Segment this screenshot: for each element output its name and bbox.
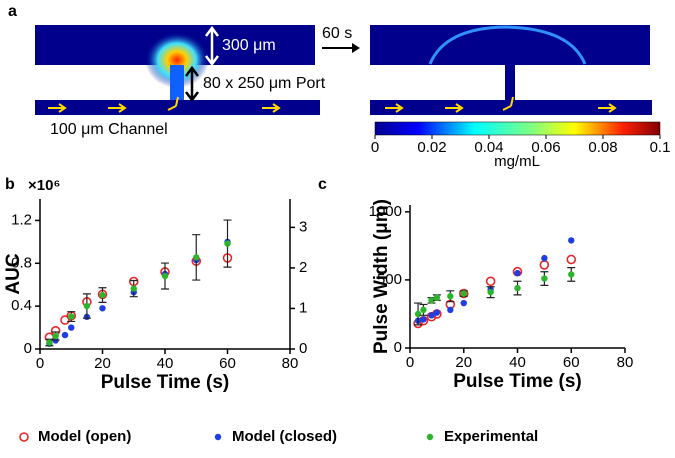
point	[568, 237, 575, 244]
y-tick-label: 1.2	[11, 211, 32, 228]
point	[420, 306, 427, 314]
point	[433, 294, 441, 301]
point	[193, 254, 200, 261]
point	[60, 315, 70, 325]
point	[99, 291, 106, 299]
x-tick-label: 60	[219, 355, 236, 372]
chamber	[370, 25, 650, 65]
point	[68, 313, 75, 320]
colorbar-tick-label: 0.1	[650, 139, 671, 156]
point	[541, 254, 548, 262]
x-axis-label: Pulse Time (s)	[453, 371, 581, 392]
channel-label: 100 μm Channel	[50, 121, 168, 138]
panel-label: c	[318, 176, 327, 193]
point	[99, 305, 106, 312]
colorbar-tick-label: 0.02	[417, 139, 446, 156]
diffusion-front	[428, 25, 587, 65]
time-arrow-head	[352, 43, 360, 53]
colorbar-tick-label: 0.08	[588, 139, 617, 156]
x-tick-label: 40	[509, 354, 526, 371]
point	[458, 288, 469, 299]
y2-tick-label: 1	[299, 299, 307, 316]
x-tick-label: 40	[157, 355, 174, 372]
legend-marker	[426, 433, 434, 441]
colorbar-tick-label: 0.06	[531, 139, 560, 156]
y-tick-label: 0	[394, 339, 402, 356]
x-tick-label: 20	[455, 354, 472, 371]
time-label: 60 s	[322, 25, 352, 42]
y-tick-label: 0.4	[11, 297, 32, 314]
x-tick-label: 80	[617, 354, 634, 371]
x-tick-label: 0	[36, 355, 44, 372]
legend-label: Model (closed)	[232, 428, 337, 445]
point	[447, 293, 454, 300]
colorbar	[374, 121, 661, 136]
point	[83, 302, 91, 310]
point	[514, 269, 521, 277]
port	[170, 65, 184, 101]
y-tick-label: 500	[377, 271, 402, 288]
panel-a: a 300 μm 80 x 250 μm Port 100 μm Channel…	[8, 3, 661, 138]
flow-arrows	[48, 96, 617, 113]
legend-marker	[19, 432, 29, 442]
channel	[35, 100, 320, 115]
point	[428, 312, 435, 319]
point	[130, 285, 137, 292]
point	[541, 275, 548, 282]
point	[420, 316, 427, 323]
point	[52, 332, 59, 340]
point	[485, 276, 496, 287]
point	[566, 254, 577, 265]
legend-marker	[214, 433, 222, 441]
point	[161, 272, 169, 280]
panel-label: b	[5, 176, 15, 193]
legend-label: Model (open)	[38, 428, 131, 445]
y-tick-label: 0.8	[11, 254, 32, 271]
colorbar-tick-label: 0	[371, 139, 379, 156]
y2-tick-label: 2	[299, 259, 307, 276]
x-tick-label: 60	[563, 354, 580, 371]
point	[568, 271, 575, 278]
y2-tick-label: 0	[299, 340, 307, 357]
port-label: 80 x 250 μm Port	[203, 75, 326, 92]
x-tick-label: 20	[94, 355, 111, 372]
y-tick-label: 0	[24, 340, 32, 357]
y-axis-label: Pulse Width (μm)	[371, 199, 392, 354]
y2-tick-label: 3	[299, 218, 307, 235]
x-tick-label: 80	[282, 355, 299, 372]
y-tick-label: 1000	[369, 203, 402, 220]
point	[46, 339, 53, 346]
legend-label: Experimental	[444, 428, 538, 445]
port	[505, 65, 515, 101]
point	[447, 306, 454, 314]
channel	[370, 100, 652, 115]
y-multiplier: ×10⁶	[28, 177, 60, 194]
x-tick-label: 0	[406, 354, 414, 371]
arrow-heads	[205, 25, 219, 67]
x-axis-label: Pulse Time (s)	[101, 372, 229, 393]
point	[428, 297, 435, 304]
point	[460, 299, 467, 307]
point	[539, 260, 550, 270]
colorbar-tick-label: 0.04	[474, 139, 503, 156]
y-axis-label: AUC	[3, 253, 24, 294]
point	[414, 310, 422, 318]
panel-label: a	[8, 3, 17, 20]
point	[487, 288, 494, 296]
point	[68, 324, 75, 331]
point	[433, 309, 441, 316]
point	[61, 331, 69, 339]
chart: c 0 20 40 60 80 0 500 1000 Pulse Time (s) Pulse Wi…	[318, 176, 633, 392]
legend: Model (open) Model (closed) Experimental	[19, 428, 538, 445]
point	[460, 290, 467, 297]
colorbar-unit: mg/mL	[494, 153, 540, 170]
point	[514, 284, 521, 292]
height-label: 300 μm	[222, 37, 276, 54]
point	[224, 240, 231, 247]
arrow-heads	[185, 65, 199, 103]
